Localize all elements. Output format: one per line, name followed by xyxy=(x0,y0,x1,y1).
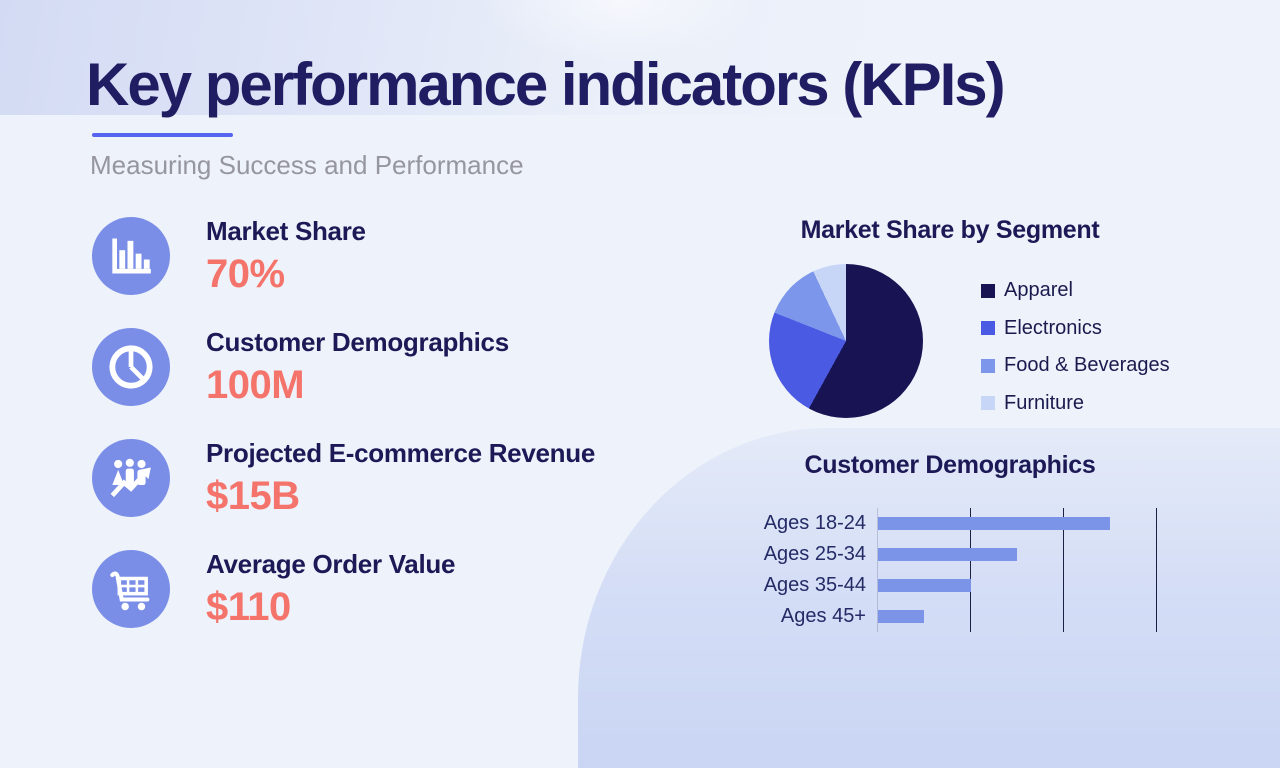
bar xyxy=(878,548,1017,561)
bar-gridline xyxy=(970,508,972,632)
legend-item: Electronics xyxy=(981,310,1170,348)
legend-swatch xyxy=(981,358,995,373)
background-top-band xyxy=(0,0,1280,115)
bar-category-label: Ages 45+ xyxy=(780,605,866,627)
kpi-value: $110 xyxy=(206,584,291,629)
bar-category-label: Ages 35-44 xyxy=(763,574,866,596)
kpi-value: $15B xyxy=(206,473,300,518)
kpi-label: Projected E-commerce Revenue xyxy=(206,438,595,468)
kpi-icon-circle xyxy=(92,439,170,517)
slide: Key performance indicators (KPIs) Measur… xyxy=(86,51,1170,632)
kpi-value: 100M xyxy=(206,362,305,407)
kpi-icon-circle xyxy=(92,328,170,406)
kpi-label: Average Order Value xyxy=(206,549,456,579)
people-growth-icon xyxy=(110,458,151,498)
legend-swatch xyxy=(981,396,995,411)
kpi-icon-circle xyxy=(92,550,170,628)
bar-chart xyxy=(877,508,1157,632)
pie-chart xyxy=(769,264,923,418)
bar-category-label: Ages 18-24 xyxy=(763,512,866,534)
bar-chart-icon xyxy=(112,238,151,274)
legend-label: Electronics xyxy=(1004,316,1102,339)
legend-label: Food & Beverages xyxy=(1004,354,1170,377)
slide-title: Key performance indicators (KPIs) xyxy=(86,51,1006,118)
slide-subtitle: Measuring Success and Performance xyxy=(90,150,524,180)
kpi-icon-circle xyxy=(92,217,170,295)
legend-swatch xyxy=(981,283,995,298)
legend-label: Apparel xyxy=(1004,279,1073,302)
kpi-row: Customer Demographics 100M xyxy=(92,327,509,407)
pie-section-title: Market Share by Segment xyxy=(800,216,1100,244)
kpi-label: Customer Demographics xyxy=(206,327,509,357)
pie-legend: Apparel Electronics Food & Beverages Fur… xyxy=(981,272,1170,422)
kpi-label: Market Share xyxy=(206,216,366,246)
legend-item: Furniture xyxy=(981,385,1170,423)
kpi-row: Projected E-commerce Revenue $15B xyxy=(92,438,595,518)
pie-chart-icon xyxy=(109,345,153,389)
legend-swatch xyxy=(981,321,995,336)
bar-section-title: Customer Demographics xyxy=(804,451,1096,479)
legend-item: Apparel xyxy=(981,272,1170,310)
bar xyxy=(878,579,971,592)
bar xyxy=(878,610,925,623)
kpi-value: 70% xyxy=(206,251,285,296)
shopping-cart-icon xyxy=(110,571,150,611)
legend-label: Furniture xyxy=(1004,391,1085,414)
bar-gridline xyxy=(1062,508,1064,632)
bar-category-labels: Ages 18-24 Ages 25-34 Ages 35-44 Ages 45+ xyxy=(735,508,866,632)
bar xyxy=(878,517,1110,530)
background-blob xyxy=(578,428,1280,768)
kpi-row: Average Order Value $110 xyxy=(92,549,456,629)
bar-gridline xyxy=(1155,508,1157,632)
legend-item: Food & Beverages xyxy=(981,347,1170,385)
title-accent-underline xyxy=(92,133,233,137)
bar-category-label: Ages 25-34 xyxy=(763,543,866,565)
kpi-row: Market Share 70% xyxy=(92,216,366,296)
